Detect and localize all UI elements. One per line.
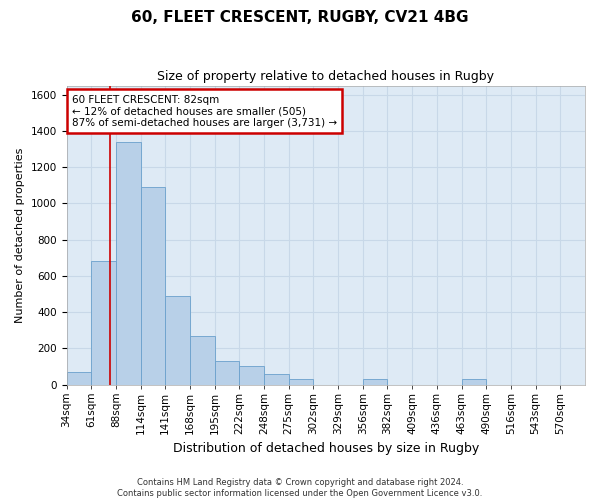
Bar (91, 262, 116, 384)
Bar (461, 379, 486, 384)
Bar (264, 374, 289, 384)
Y-axis label: Number of detached properties: Number of detached properties (15, 148, 25, 323)
Bar (215, 361, 239, 384)
Bar (165, 296, 190, 384)
Text: 60, FLEET CRESCENT, RUGBY, CV21 4BG: 60, FLEET CRESCENT, RUGBY, CV21 4BG (131, 10, 469, 25)
Bar (190, 336, 215, 384)
Bar (239, 366, 264, 384)
Title: Size of property relative to detached houses in Rugby: Size of property relative to detached ho… (157, 70, 494, 83)
X-axis label: Distribution of detached houses by size in Rugby: Distribution of detached houses by size … (173, 442, 479, 455)
Bar (289, 379, 313, 384)
Bar (363, 379, 388, 384)
Text: Contains HM Land Registry data © Crown copyright and database right 2024.
Contai: Contains HM Land Registry data © Crown c… (118, 478, 482, 498)
Bar (116, 142, 140, 384)
Bar (140, 187, 165, 384)
Text: 60 FLEET CRESCENT: 82sqm
← 12% of detached houses are smaller (505)
87% of semi-: 60 FLEET CRESCENT: 82sqm ← 12% of detach… (72, 94, 337, 128)
Bar (67, 372, 91, 384)
